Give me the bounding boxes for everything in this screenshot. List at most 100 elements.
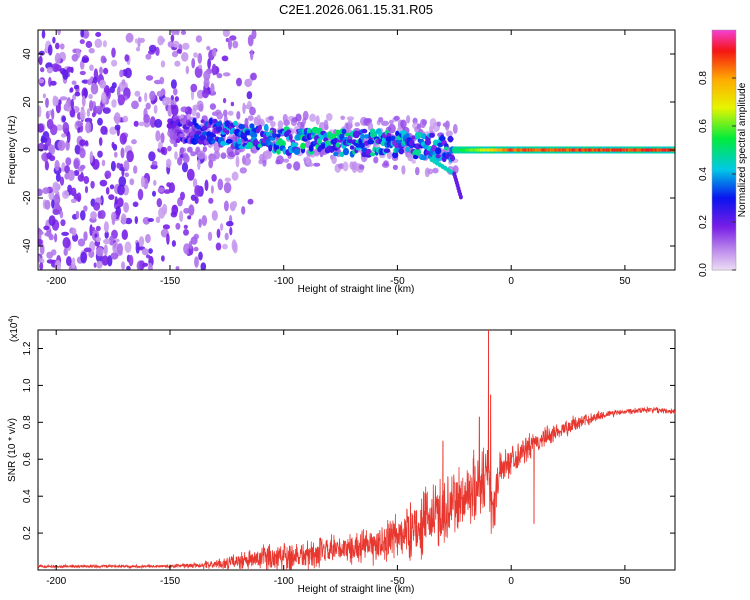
spectrogram-halo-cell (415, 166, 420, 176)
spectrogram-signal-cell (288, 134, 293, 141)
colorbar-tick-label: 0.6 (698, 119, 709, 133)
spectrogram-noise-cell (195, 35, 202, 43)
colorbar-step (712, 190, 736, 193)
spectrogram-noise-cell (71, 257, 76, 269)
spectrogram-x-tick-label: 0 (508, 276, 514, 287)
colorbar-tick-label: 0.8 (698, 71, 709, 85)
spectrogram-noise-cell (180, 191, 185, 201)
colorbar-step (712, 38, 736, 41)
colorbar-step (712, 176, 736, 179)
spectrogram-noise-cell (114, 196, 118, 205)
spectrogram-halo-cell (270, 121, 276, 127)
spectrogram-noise-cell (123, 160, 130, 172)
spectrogram-signal-cell (339, 151, 345, 158)
colorbar-step (712, 262, 736, 265)
colorbar-step (712, 130, 736, 133)
spectrogram-halo-cell (427, 168, 434, 175)
spectrogram-noise-cell (236, 77, 242, 87)
spectrogram-signal-cell (253, 139, 259, 145)
spectrogram-noise-cell (45, 97, 49, 109)
spectrogram-noise-cell (69, 87, 74, 93)
colorbar-step (712, 166, 736, 169)
spectrogram-noise-cell (161, 255, 165, 262)
colorbar-step (712, 108, 736, 111)
spectrogram-noise-cell (120, 213, 127, 225)
spectrogram-noise-cell (171, 240, 176, 247)
colorbar-step (712, 126, 736, 129)
spectrogram-halo-cell (257, 118, 265, 128)
spectrogram-halo-cell (190, 151, 197, 157)
spectrogram-noise-cell (183, 229, 189, 236)
spectrogram-halo-cell (258, 159, 263, 165)
spectrogram-noise-cell (179, 210, 184, 223)
spectrogram-halo-cell (378, 117, 384, 123)
spectrogram-noise-cell (59, 43, 65, 50)
spectrogram-noise-cell (66, 131, 71, 143)
spectrogram-noise-cell (134, 90, 141, 97)
spectrogram-noise-cell (131, 139, 137, 145)
spectrogram-halo-cell (445, 130, 453, 137)
spectrogram-noise-cell (133, 120, 139, 127)
spectrogram-noise-cell (158, 207, 166, 219)
figure-title: C2E1.2026.061.15.31.R05 (279, 2, 433, 17)
colorbar-step (712, 124, 736, 127)
spectrogram-noise-cell (87, 78, 92, 86)
spectrogram-halo-cell (196, 112, 201, 119)
spectrogram-noise-cell (224, 232, 229, 241)
colorbar-step (712, 64, 736, 67)
spectrogram-noise-cell (52, 208, 60, 216)
spectrogram-signal-cell (243, 137, 248, 142)
spectrogram-noise-cell (163, 189, 171, 194)
colorbar-step (712, 32, 736, 35)
spectrogram-noise-cell (222, 243, 228, 250)
spectrogram-signal-cell (398, 148, 405, 155)
spectrogram-noise-cell (119, 69, 124, 78)
spectrogram-signal-cell (195, 125, 202, 130)
colorbar-step (712, 248, 736, 251)
spectrogram-noise-cell (85, 140, 89, 146)
colorbar-step (712, 106, 736, 109)
spectrogram-signal-cell (405, 133, 410, 138)
spectrogram-signal-cell (199, 134, 207, 141)
spectrogram-halo-cell (187, 146, 193, 153)
spectrogram-noise-cell (223, 200, 229, 212)
colorbar-step (712, 228, 736, 231)
colorbar-step (712, 80, 736, 83)
spectrogram-noise-cell (223, 182, 232, 194)
colorbar-step (712, 36, 736, 39)
spectrogram-noise-cell (134, 216, 138, 225)
spectrogram-noise-cell (149, 116, 156, 128)
spectrogram-halo-cell (197, 150, 206, 160)
spectrogram-noise-cell (95, 247, 104, 257)
spectrogram-noise-cell (198, 64, 203, 69)
spectrogram-noise-cell (80, 210, 86, 221)
spectrogram-signal-cell (372, 130, 377, 138)
spectrogram-signal-cell (210, 139, 216, 144)
spectrogram-noise-cell (129, 178, 135, 186)
spectrogram-noise-cell (241, 206, 246, 215)
colorbar-step (712, 242, 736, 245)
spectrogram-signal-cell (238, 123, 245, 130)
spectrogram-noise-cell (67, 184, 72, 193)
colorbar-step (712, 122, 736, 125)
spectrogram-noise-cell (50, 124, 58, 136)
spectrogram-noise-cell (136, 47, 140, 52)
spectrogram-halo-cell (358, 164, 365, 170)
spectrogram-halo-cell (432, 167, 439, 174)
spectrogram-signal-cell (411, 135, 416, 140)
spectrogram-signal-cell (244, 130, 251, 136)
spectrogram-signal-cell (263, 123, 269, 132)
spectrogram-noise-cell (229, 227, 233, 236)
spectrogram-halo-cell (422, 119, 428, 126)
spectrogram-noise-cell (142, 262, 149, 267)
spectrogram-halo-cell (436, 121, 441, 127)
colorbar-step (712, 214, 736, 217)
spectrogram-noise-cell (112, 242, 119, 254)
spectrogram-noise-cell (148, 248, 153, 254)
spectrogram-noise-cell (185, 65, 189, 75)
spectrogram-signal-cell (435, 147, 442, 155)
spectrogram-noise-cell (211, 63, 217, 76)
spectrogram-signal-cell (395, 130, 400, 137)
spectrogram-noise-cell (111, 141, 115, 149)
